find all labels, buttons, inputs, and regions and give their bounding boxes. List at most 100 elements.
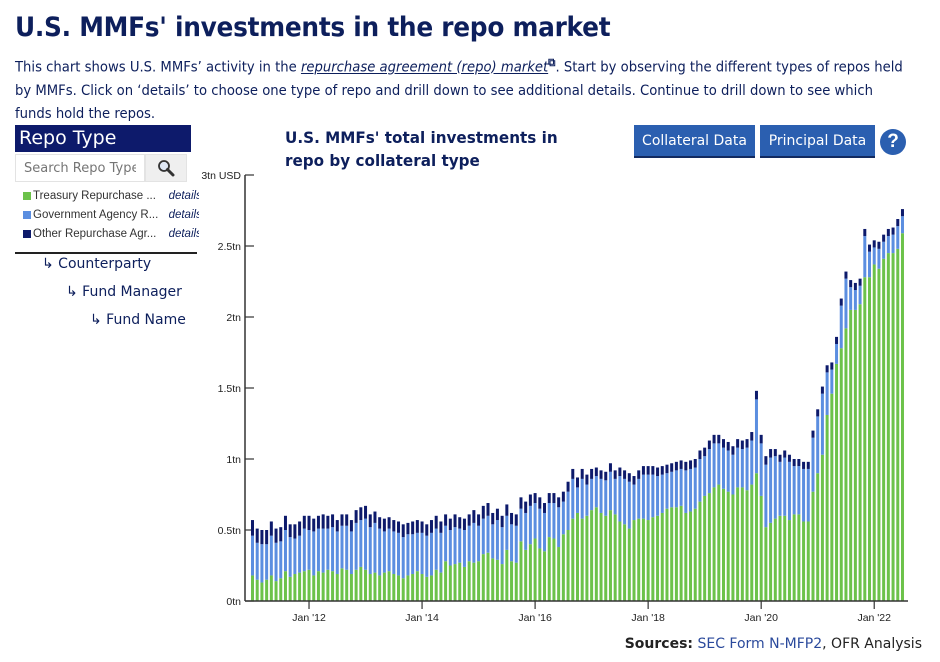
bar-segment-government-agency: [510, 524, 514, 562]
bar-segment-government-agency: [693, 467, 697, 509]
bar-segment-government-agency: [618, 476, 622, 522]
bar-segment-other: [820, 386, 824, 394]
bar-segment-treasury: [674, 507, 678, 601]
bar-segment-other: [283, 515, 287, 530]
bar-segment-government-agency: [274, 542, 278, 582]
bar-segment-other: [316, 515, 320, 529]
bar-segment-government-agency: [293, 538, 297, 575]
bar-segment-government-agency: [575, 487, 579, 513]
bar-segment-treasury: [726, 491, 730, 601]
bar-segment-government-agency: [872, 247, 876, 265]
sources-link[interactable]: SEC Form N-MFP2: [697, 636, 823, 652]
bar-segment-other: [251, 520, 254, 536]
page-title: U.S. MMFs' investments in the repo marke…: [15, 12, 611, 43]
bar-segment-other: [651, 466, 655, 475]
bar-segment-government-agency: [321, 528, 325, 573]
search-repo-type-input[interactable]: [15, 154, 145, 182]
bar-segment-government-agency: [580, 478, 584, 519]
bar-segment-government-agency: [415, 532, 419, 572]
collateral-data-button[interactable]: Collateral Data: [634, 125, 755, 158]
bar-segment-government-agency: [425, 535, 429, 577]
bar-segment-other: [806, 461, 810, 469]
bar-segment-other: [349, 520, 353, 532]
bar-segment-other: [778, 454, 782, 462]
bar-segment-treasury: [839, 348, 843, 601]
bar-segment-treasury: [528, 544, 532, 601]
drilldown-fund-manager[interactable]: ↳ Fund Manager: [66, 284, 182, 300]
y-tick-label: 2tn: [226, 312, 241, 324]
bar-segment-government-agency: [783, 457, 787, 516]
bar-segment-other: [623, 470, 627, 479]
bar-segment-government-agency: [566, 491, 570, 530]
bar-segment-government-agency: [698, 459, 702, 502]
bar-segment-treasury: [547, 537, 551, 601]
bar-segment-government-agency: [538, 508, 542, 549]
bar-segment-treasury: [283, 571, 287, 601]
bar-segment-treasury: [679, 505, 683, 601]
bar-segment-treasury: [486, 552, 490, 601]
drilldown-counterparty[interactable]: ↳ Counterparty: [42, 256, 152, 272]
bar-segment-government-agency: [844, 278, 848, 329]
bar-segment-government-agency: [703, 456, 707, 496]
bar-segment-other: [373, 511, 377, 523]
bar-segment-treasury: [500, 564, 504, 601]
bar-segment-other: [298, 521, 302, 536]
bar-segment-government-agency: [816, 416, 820, 474]
bar-segment-treasury: [557, 547, 561, 601]
bar-segment-treasury: [660, 512, 664, 601]
bar-segment-other: [382, 518, 386, 532]
bar-segment-treasury: [364, 569, 368, 601]
bar-segment-other: [641, 466, 645, 475]
bar-segment-treasury: [717, 484, 721, 601]
bar-segment-other: [453, 514, 457, 528]
bar-segment-treasury: [510, 561, 514, 601]
bar-segment-government-agency: [331, 527, 335, 572]
bar-segment-other: [458, 517, 462, 529]
help-icon[interactable]: ?: [880, 129, 906, 155]
bar-segment-treasury: [604, 515, 608, 601]
bar-segment-government-agency: [745, 447, 749, 491]
bar-segment-other: [519, 497, 523, 509]
bar-segment-other: [411, 521, 415, 535]
bar-segment-treasury: [693, 508, 697, 601]
bar-segment-government-agency: [552, 503, 556, 539]
bar-segment-treasury: [552, 538, 556, 601]
bar-segment-treasury: [397, 575, 401, 601]
bar-segment-treasury: [495, 559, 499, 601]
bar-segment-government-agency: [260, 544, 264, 583]
intro-text-end: . Start by observing the different types…: [15, 59, 903, 122]
bar-segment-government-agency: [434, 528, 438, 570]
details-link[interactable]: details: [168, 189, 199, 202]
repo-market-link[interactable]: repurchase agreement (repo) market: [300, 59, 549, 76]
bar-segment-treasury: [835, 363, 839, 601]
bar-segment-other: [533, 493, 537, 504]
bar-segment-treasury: [900, 233, 904, 601]
bar-segment-other: [660, 466, 664, 475]
bar-segment-treasury: [340, 568, 344, 601]
bar-segment-government-agency: [773, 456, 777, 519]
bar-segment-treasury: [406, 575, 410, 601]
bar-segment-treasury: [877, 268, 881, 601]
bar-segment-treasury: [425, 576, 429, 601]
details-link[interactable]: details: [168, 227, 199, 240]
bar-segment-government-agency: [750, 440, 754, 485]
bar-segment-other: [552, 493, 556, 504]
details-link[interactable]: details: [168, 208, 199, 221]
principal-data-button[interactable]: Principal Data: [760, 125, 875, 158]
bar-segment-government-agency: [524, 512, 528, 550]
bar-segment-treasury: [434, 569, 438, 601]
bar-segment-government-agency: [439, 532, 443, 573]
bar-segment-treasury: [288, 576, 292, 601]
bar-segment-government-agency: [533, 503, 537, 539]
drilldown-fund-name[interactable]: ↳ Fund Name: [90, 312, 186, 328]
bar-segment-other: [712, 434, 716, 444]
bar-segment-treasury: [401, 578, 405, 601]
bar-segment-treasury: [543, 551, 547, 601]
bar-segment-treasury: [316, 571, 320, 601]
bar-segment-government-agency: [382, 531, 386, 573]
bar-segment-other: [689, 460, 693, 469]
search-button[interactable]: [145, 154, 187, 182]
bar-segment-treasury: [533, 538, 537, 601]
legend-swatch-other: [23, 229, 31, 238]
bar-segment-other: [265, 530, 269, 545]
